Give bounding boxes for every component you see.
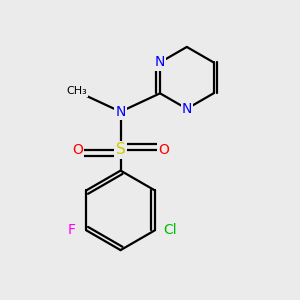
Text: N: N <box>182 102 192 116</box>
Text: O: O <box>72 143 83 157</box>
Text: CH₃: CH₃ <box>66 86 87 96</box>
Text: N: N <box>155 56 165 69</box>
Text: O: O <box>158 143 169 157</box>
Text: S: S <box>116 142 125 158</box>
Text: F: F <box>68 223 75 237</box>
Text: Cl: Cl <box>163 223 176 237</box>
Text: N: N <box>116 105 126 119</box>
